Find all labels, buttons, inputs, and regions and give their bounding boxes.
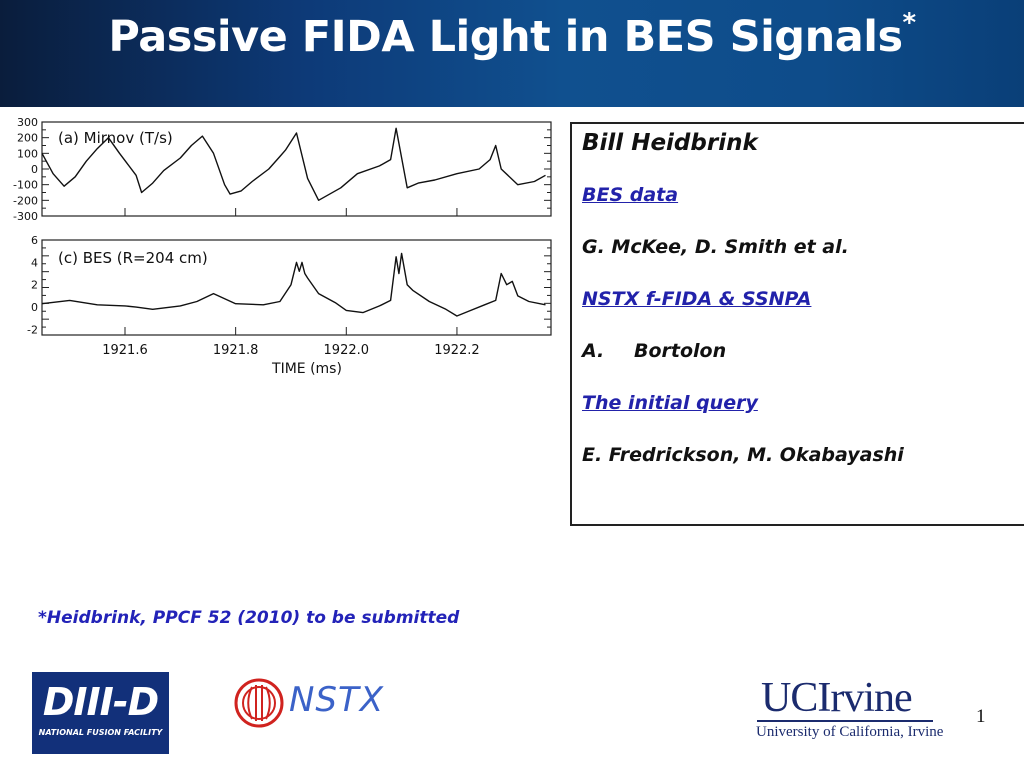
credit-line: E. Fredrickson, M. Okabayashi	[582, 444, 904, 466]
diii-d-logo-subtext: NATIONAL FUSION FACILITY	[38, 728, 163, 737]
x-axis-label: TIME (ms)	[271, 361, 342, 377]
credit-list-number: A.	[582, 340, 605, 362]
nstx-logo-text: NSTX	[289, 680, 385, 720]
slide-title-text: Passive FIDA Light in BES Signals	[108, 12, 903, 62]
uc-irvine-logo-text: UCIrvine	[761, 675, 913, 721]
y-tick-label: 100	[17, 147, 38, 160]
series-line	[41, 252, 546, 317]
x-tick-label: 1922.0	[324, 343, 370, 358]
y-tick-label: 200	[17, 132, 38, 145]
title-asterisk: *	[902, 8, 917, 38]
uc-irvine-logo-rule	[757, 720, 933, 722]
x-axis: 1921.6 1921.8 1922.0 1922.2 TIME (ms)	[102, 208, 480, 377]
panel-mirnov: 300 200 100 0 -100 -200 -300 (a) Mirnov (T/s)	[13, 116, 552, 223]
slide-title: Passive FIDA Light in BES Signals*	[0, 8, 1024, 62]
y-tick-label: 0	[31, 163, 38, 176]
panel-label: (c) BES (R=204 cm)	[58, 249, 208, 267]
credit-list-text: Bortolon	[634, 340, 727, 362]
y-tick-label: 2	[31, 279, 38, 292]
y-tick-label: -200	[13, 194, 38, 207]
credit-line[interactable]: BES data	[582, 184, 679, 206]
nstx-emblem-icon	[234, 678, 284, 728]
y-tick-label: -100	[13, 179, 38, 192]
panel-bes: 6 4 2 0 -2 (c) BES (R=204 cm)	[27, 234, 552, 336]
title-bar: Passive FIDA Light in BES Signals*	[0, 0, 1024, 107]
x-tick-label: 1921.8	[213, 343, 259, 358]
credits-box: Bill Heidbrink BES data G. McKee, D. Smith…	[570, 122, 1024, 526]
figure-plots: 300 200 100 0 -100 -200 -300 (a) Mirnov (T/s) 6…	[13, 116, 552, 377]
y-tick-label: 4	[31, 256, 38, 269]
uc-irvine-logo: UCIrvine University of California, Irvin…	[755, 675, 943, 746]
y-tick-label: -300	[13, 210, 38, 223]
y-tick-label: 300	[17, 116, 38, 129]
x-tick-label: 1921.6	[102, 343, 148, 358]
slide-number: 1	[976, 706, 986, 727]
nstx-logo: NSTX	[233, 676, 393, 731]
y-tick-label: 0	[31, 301, 38, 314]
diii-d-logo-text: DIII-D	[42, 680, 159, 724]
panel-label: (a) Mirnov (T/s)	[58, 129, 173, 147]
credit-line: G. McKee, D. Smith et al.	[582, 236, 849, 258]
credit-line: Bill Heidbrink	[582, 130, 758, 156]
uc-irvine-logo-subtext: University of California, Irvine	[756, 724, 944, 740]
credit-line[interactable]: NSTX f-FIDA & SSNPA	[582, 288, 812, 310]
footnote: *Heidbrink, PPCF 52 (2010) to be submitt…	[38, 608, 460, 628]
y-tick-label: 6	[31, 234, 38, 247]
diii-d-logo: DIII-D NATIONAL FUSION FACILITY	[32, 672, 169, 754]
credit-line: A. Bortolon	[582, 338, 1024, 364]
credit-line[interactable]: The initial query	[582, 392, 758, 414]
y-tick-label: -2	[27, 323, 38, 336]
series-line	[41, 127, 546, 202]
x-tick-label: 1922.2	[434, 343, 480, 358]
